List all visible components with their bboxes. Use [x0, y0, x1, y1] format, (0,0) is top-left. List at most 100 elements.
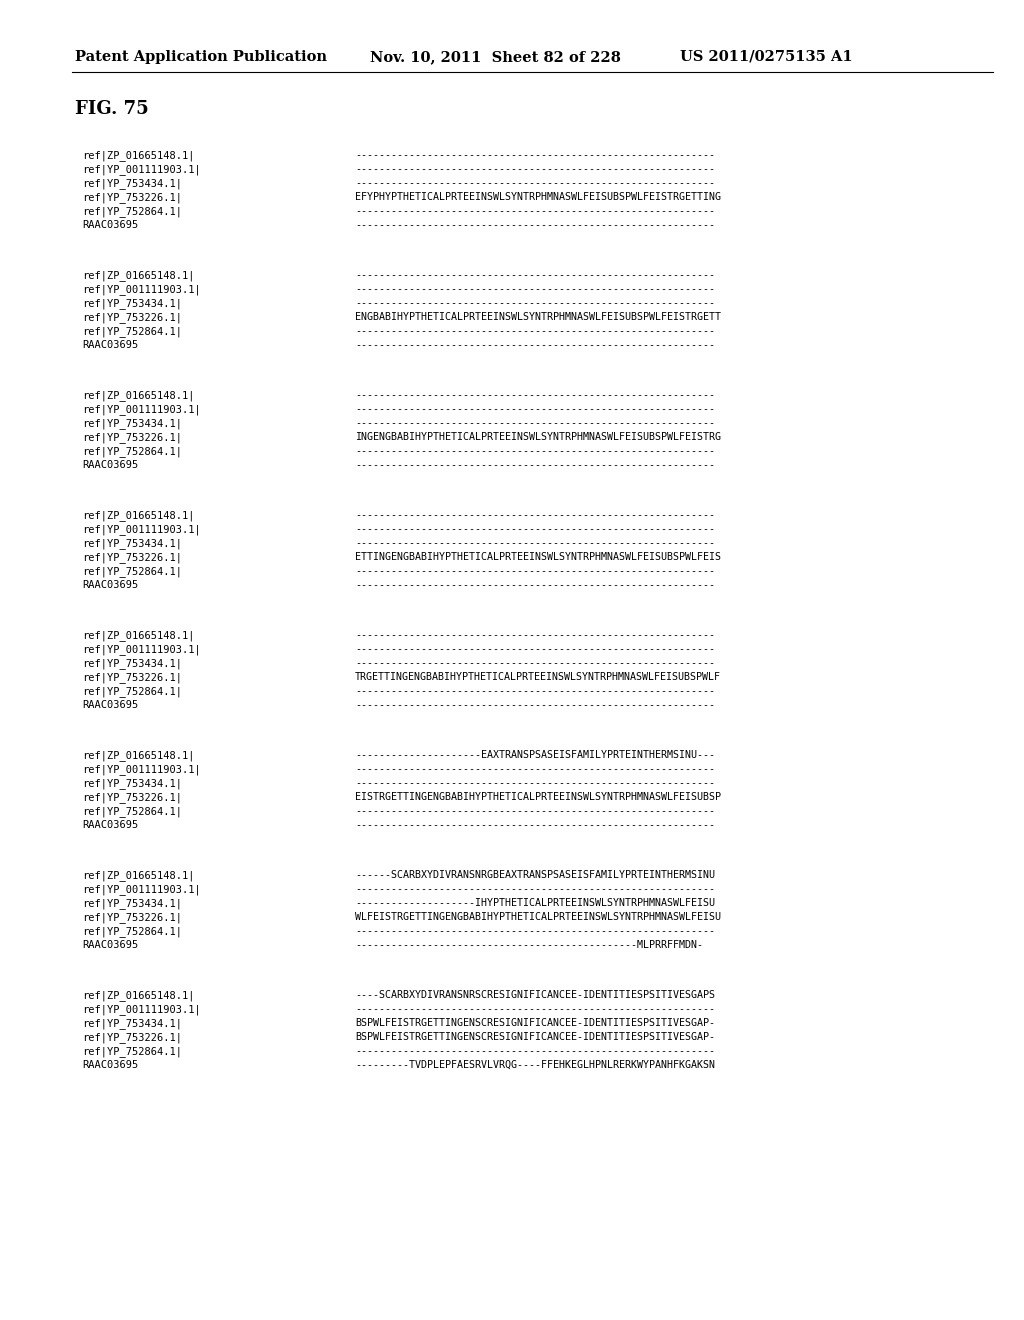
- Text: ------------------------------------------------------------: ----------------------------------------…: [355, 764, 715, 774]
- Text: ------------------------------------------------------------: ----------------------------------------…: [355, 539, 715, 548]
- Text: ------------------------------------------------------------: ----------------------------------------…: [355, 630, 715, 640]
- Text: ------------------------------------------------------------: ----------------------------------------…: [355, 389, 715, 400]
- Text: ref|YP_753226.1|: ref|YP_753226.1|: [82, 191, 182, 203]
- Text: ref|YP_753226.1|: ref|YP_753226.1|: [82, 552, 182, 562]
- Text: ref|YP_753226.1|: ref|YP_753226.1|: [82, 312, 182, 323]
- Text: -----------------------------------------------MLPRRFFMDN-: ----------------------------------------…: [355, 940, 703, 950]
- Text: RAAC03695: RAAC03695: [82, 579, 138, 590]
- Text: ----SCARBXYDIVRANSNRSCRESIGNIFICANCEE-IDENTITIESPSITIVESGAPS: ----SCARBXYDIVRANSNRSCRESIGNIFICANCEE-ID…: [355, 990, 715, 1001]
- Text: RAAC03695: RAAC03695: [82, 820, 138, 830]
- Text: ------------------------------------------------------------: ----------------------------------------…: [355, 657, 715, 668]
- Text: ------SCARBXYDIVRANSNRGBEAXTRANSPSASEISFAMILYPRTEINTHERMSINU: ------SCARBXYDIVRANSNRGBEAXTRANSPSASEISF…: [355, 870, 715, 880]
- Text: ------------------------------------------------------------: ----------------------------------------…: [355, 927, 715, 936]
- Text: RAAC03695: RAAC03695: [82, 700, 138, 710]
- Text: ------------------------------------------------------------: ----------------------------------------…: [355, 298, 715, 308]
- Text: ------------------------------------------------------------: ----------------------------------------…: [355, 341, 715, 350]
- Text: Nov. 10, 2011  Sheet 82 of 228: Nov. 10, 2011 Sheet 82 of 228: [370, 50, 621, 63]
- Text: ref|YP_753226.1|: ref|YP_753226.1|: [82, 432, 182, 444]
- Text: ref|YP_752864.1|: ref|YP_752864.1|: [82, 326, 182, 337]
- Text: ref|YP_753434.1|: ref|YP_753434.1|: [82, 898, 182, 909]
- Text: ref|YP_001111903.1|: ref|YP_001111903.1|: [82, 524, 201, 535]
- Text: ref|ZP_01665148.1|: ref|ZP_01665148.1|: [82, 870, 195, 880]
- Text: BSPWLFEISTRGETTINGENSCRESIGNIFICANCEE-IDENTITIESPSITIVESGAP-: BSPWLFEISTRGETTINGENSCRESIGNIFICANCEE-ID…: [355, 1018, 715, 1028]
- Text: ------------------------------------------------------------: ----------------------------------------…: [355, 326, 715, 337]
- Text: ------------------------------------------------------------: ----------------------------------------…: [355, 566, 715, 576]
- Text: ------------------------------------------------------------: ----------------------------------------…: [355, 524, 715, 535]
- Text: ref|YP_753226.1|: ref|YP_753226.1|: [82, 672, 182, 682]
- Text: ------------------------------------------------------------: ----------------------------------------…: [355, 807, 715, 816]
- Text: ref|YP_001111903.1|: ref|YP_001111903.1|: [82, 644, 201, 655]
- Text: ref|YP_001111903.1|: ref|YP_001111903.1|: [82, 404, 201, 414]
- Text: ------------------------------------------------------------: ----------------------------------------…: [355, 700, 715, 710]
- Text: WLFEISTRGETTINGENGBABIHYPTHETICALPRTEEINSWLSYNTRPHMNASWLFEISU: WLFEISTRGETTINGENGBABIHYPTHETICALPRTEEIN…: [355, 912, 721, 921]
- Text: ------------------------------------------------------------: ----------------------------------------…: [355, 510, 715, 520]
- Text: ref|ZP_01665148.1|: ref|ZP_01665148.1|: [82, 990, 195, 1001]
- Text: ref|YP_001111903.1|: ref|YP_001111903.1|: [82, 164, 201, 176]
- Text: ------------------------------------------------------------: ----------------------------------------…: [355, 777, 715, 788]
- Text: ref|YP_753434.1|: ref|YP_753434.1|: [82, 178, 182, 189]
- Text: ETTINGENGBABIHYPTHETICALPRTEEINSWLSYNTRPHMNASWLFEISUBSPWLFEIS: ETTINGENGBABIHYPTHETICALPRTEEINSWLSYNTRP…: [355, 552, 721, 562]
- Text: ref|ZP_01665148.1|: ref|ZP_01665148.1|: [82, 150, 195, 161]
- Text: ------------------------------------------------------------: ----------------------------------------…: [355, 164, 715, 174]
- Text: ------------------------------------------------------------: ----------------------------------------…: [355, 459, 715, 470]
- Text: ------------------------------------------------------------: ----------------------------------------…: [355, 206, 715, 216]
- Text: ref|YP_753434.1|: ref|YP_753434.1|: [82, 539, 182, 549]
- Text: ------------------------------------------------------------: ----------------------------------------…: [355, 271, 715, 280]
- Text: ENGBABIHYPTHETICALPRTEEINSWLSYNTRPHMNASWLFEISUBSPWLFEISTRGETT: ENGBABIHYPTHETICALPRTEEINSWLSYNTRPHMNASW…: [355, 312, 721, 322]
- Text: RAAC03695: RAAC03695: [82, 341, 138, 350]
- Text: ref|YP_752864.1|: ref|YP_752864.1|: [82, 206, 182, 216]
- Text: ------------------------------------------------------------: ----------------------------------------…: [355, 1045, 715, 1056]
- Text: ref|YP_753434.1|: ref|YP_753434.1|: [82, 298, 182, 309]
- Text: ref|YP_753226.1|: ref|YP_753226.1|: [82, 1032, 182, 1043]
- Text: ------------------------------------------------------------: ----------------------------------------…: [355, 884, 715, 894]
- Text: ref|YP_753434.1|: ref|YP_753434.1|: [82, 777, 182, 789]
- Text: ref|YP_001111903.1|: ref|YP_001111903.1|: [82, 884, 201, 895]
- Text: ---------TVDPLEPFAESRVLVRQG----FFEHKEGLHPNLRERKWYPANHFKGAKSN: ---------TVDPLEPFAESRVLVRQG----FFEHKEGLH…: [355, 1060, 715, 1071]
- Text: ------------------------------------------------------------: ----------------------------------------…: [355, 446, 715, 455]
- Text: ref|ZP_01665148.1|: ref|ZP_01665148.1|: [82, 510, 195, 521]
- Text: ------------------------------------------------------------: ----------------------------------------…: [355, 178, 715, 187]
- Text: ------------------------------------------------------------: ----------------------------------------…: [355, 686, 715, 696]
- Text: ref|ZP_01665148.1|: ref|ZP_01665148.1|: [82, 630, 195, 642]
- Text: ref|YP_752864.1|: ref|YP_752864.1|: [82, 446, 182, 457]
- Text: ref|YP_753434.1|: ref|YP_753434.1|: [82, 1018, 182, 1028]
- Text: ref|ZP_01665148.1|: ref|ZP_01665148.1|: [82, 389, 195, 401]
- Text: RAAC03695: RAAC03695: [82, 940, 138, 950]
- Text: ------------------------------------------------------------: ----------------------------------------…: [355, 150, 715, 160]
- Text: ref|YP_753434.1|: ref|YP_753434.1|: [82, 418, 182, 429]
- Text: ---------------------EAXTRANSPSASEISFAMILYPRTEINTHERMSINU---: ---------------------EAXTRANSPSASEISFAMI…: [355, 750, 715, 760]
- Text: INGENGBABIHYPTHETICALPRTEEINSWLSYNTRPHMNASWLFEISUBSPWLFEISTRG: INGENGBABIHYPTHETICALPRTEEINSWLSYNTRPHMN…: [355, 432, 721, 442]
- Text: ------------------------------------------------------------: ----------------------------------------…: [355, 820, 715, 830]
- Text: EISTRGETTINGENGBABIHYPTHETICALPRTEEINSWLSYNTRPHMNASWLFEISUBSP: EISTRGETTINGENGBABIHYPTHETICALPRTEEINSWL…: [355, 792, 721, 803]
- Text: ref|YP_752864.1|: ref|YP_752864.1|: [82, 686, 182, 697]
- Text: ------------------------------------------------------------: ----------------------------------------…: [355, 220, 715, 230]
- Text: ------------------------------------------------------------: ----------------------------------------…: [355, 579, 715, 590]
- Text: ------------------------------------------------------------: ----------------------------------------…: [355, 404, 715, 414]
- Text: BSPWLFEISTRGETTINGENSCRESIGNIFICANCEE-IDENTITIESPSITIVESGAP-: BSPWLFEISTRGETTINGENSCRESIGNIFICANCEE-ID…: [355, 1032, 715, 1041]
- Text: ref|YP_752864.1|: ref|YP_752864.1|: [82, 927, 182, 937]
- Text: RAAC03695: RAAC03695: [82, 459, 138, 470]
- Text: ------------------------------------------------------------: ----------------------------------------…: [355, 284, 715, 294]
- Text: EFYPHYPTHETICALPRTEEINSWLSYNTRPHMNASWLFEISUBSPWLFEISTRGETTING: EFYPHYPTHETICALPRTEEINSWLSYNTRPHMNASWLFE…: [355, 191, 721, 202]
- Text: ref|YP_753226.1|: ref|YP_753226.1|: [82, 792, 182, 803]
- Text: ref|YP_753434.1|: ref|YP_753434.1|: [82, 657, 182, 669]
- Text: RAAC03695: RAAC03695: [82, 220, 138, 230]
- Text: FIG. 75: FIG. 75: [75, 100, 148, 117]
- Text: ref|YP_752864.1|: ref|YP_752864.1|: [82, 807, 182, 817]
- Text: ------------------------------------------------------------: ----------------------------------------…: [355, 1005, 715, 1014]
- Text: ref|YP_001111903.1|: ref|YP_001111903.1|: [82, 1005, 201, 1015]
- Text: ref|YP_752864.1|: ref|YP_752864.1|: [82, 566, 182, 577]
- Text: ------------------------------------------------------------: ----------------------------------------…: [355, 418, 715, 428]
- Text: ref|ZP_01665148.1|: ref|ZP_01665148.1|: [82, 271, 195, 281]
- Text: Patent Application Publication: Patent Application Publication: [75, 50, 327, 63]
- Text: ref|YP_001111903.1|: ref|YP_001111903.1|: [82, 284, 201, 294]
- Text: ref|YP_001111903.1|: ref|YP_001111903.1|: [82, 764, 201, 775]
- Text: ------------------------------------------------------------: ----------------------------------------…: [355, 644, 715, 653]
- Text: --------------------IHYPTHETICALPRTEEINSWLSYNTRPHMNASWLFEISU: --------------------IHYPTHETICALPRTEEINS…: [355, 898, 715, 908]
- Text: RAAC03695: RAAC03695: [82, 1060, 138, 1071]
- Text: ref|ZP_01665148.1|: ref|ZP_01665148.1|: [82, 750, 195, 760]
- Text: US 2011/0275135 A1: US 2011/0275135 A1: [680, 50, 853, 63]
- Text: ref|YP_752864.1|: ref|YP_752864.1|: [82, 1045, 182, 1057]
- Text: TRGETTINGENGBABIHYPTHETICALPRTEEINSWLSYNTRPHMNASWLFEISUBSPWLF: TRGETTINGENGBABIHYPTHETICALPRTEEINSWLSYN…: [355, 672, 721, 682]
- Text: ref|YP_753226.1|: ref|YP_753226.1|: [82, 912, 182, 923]
